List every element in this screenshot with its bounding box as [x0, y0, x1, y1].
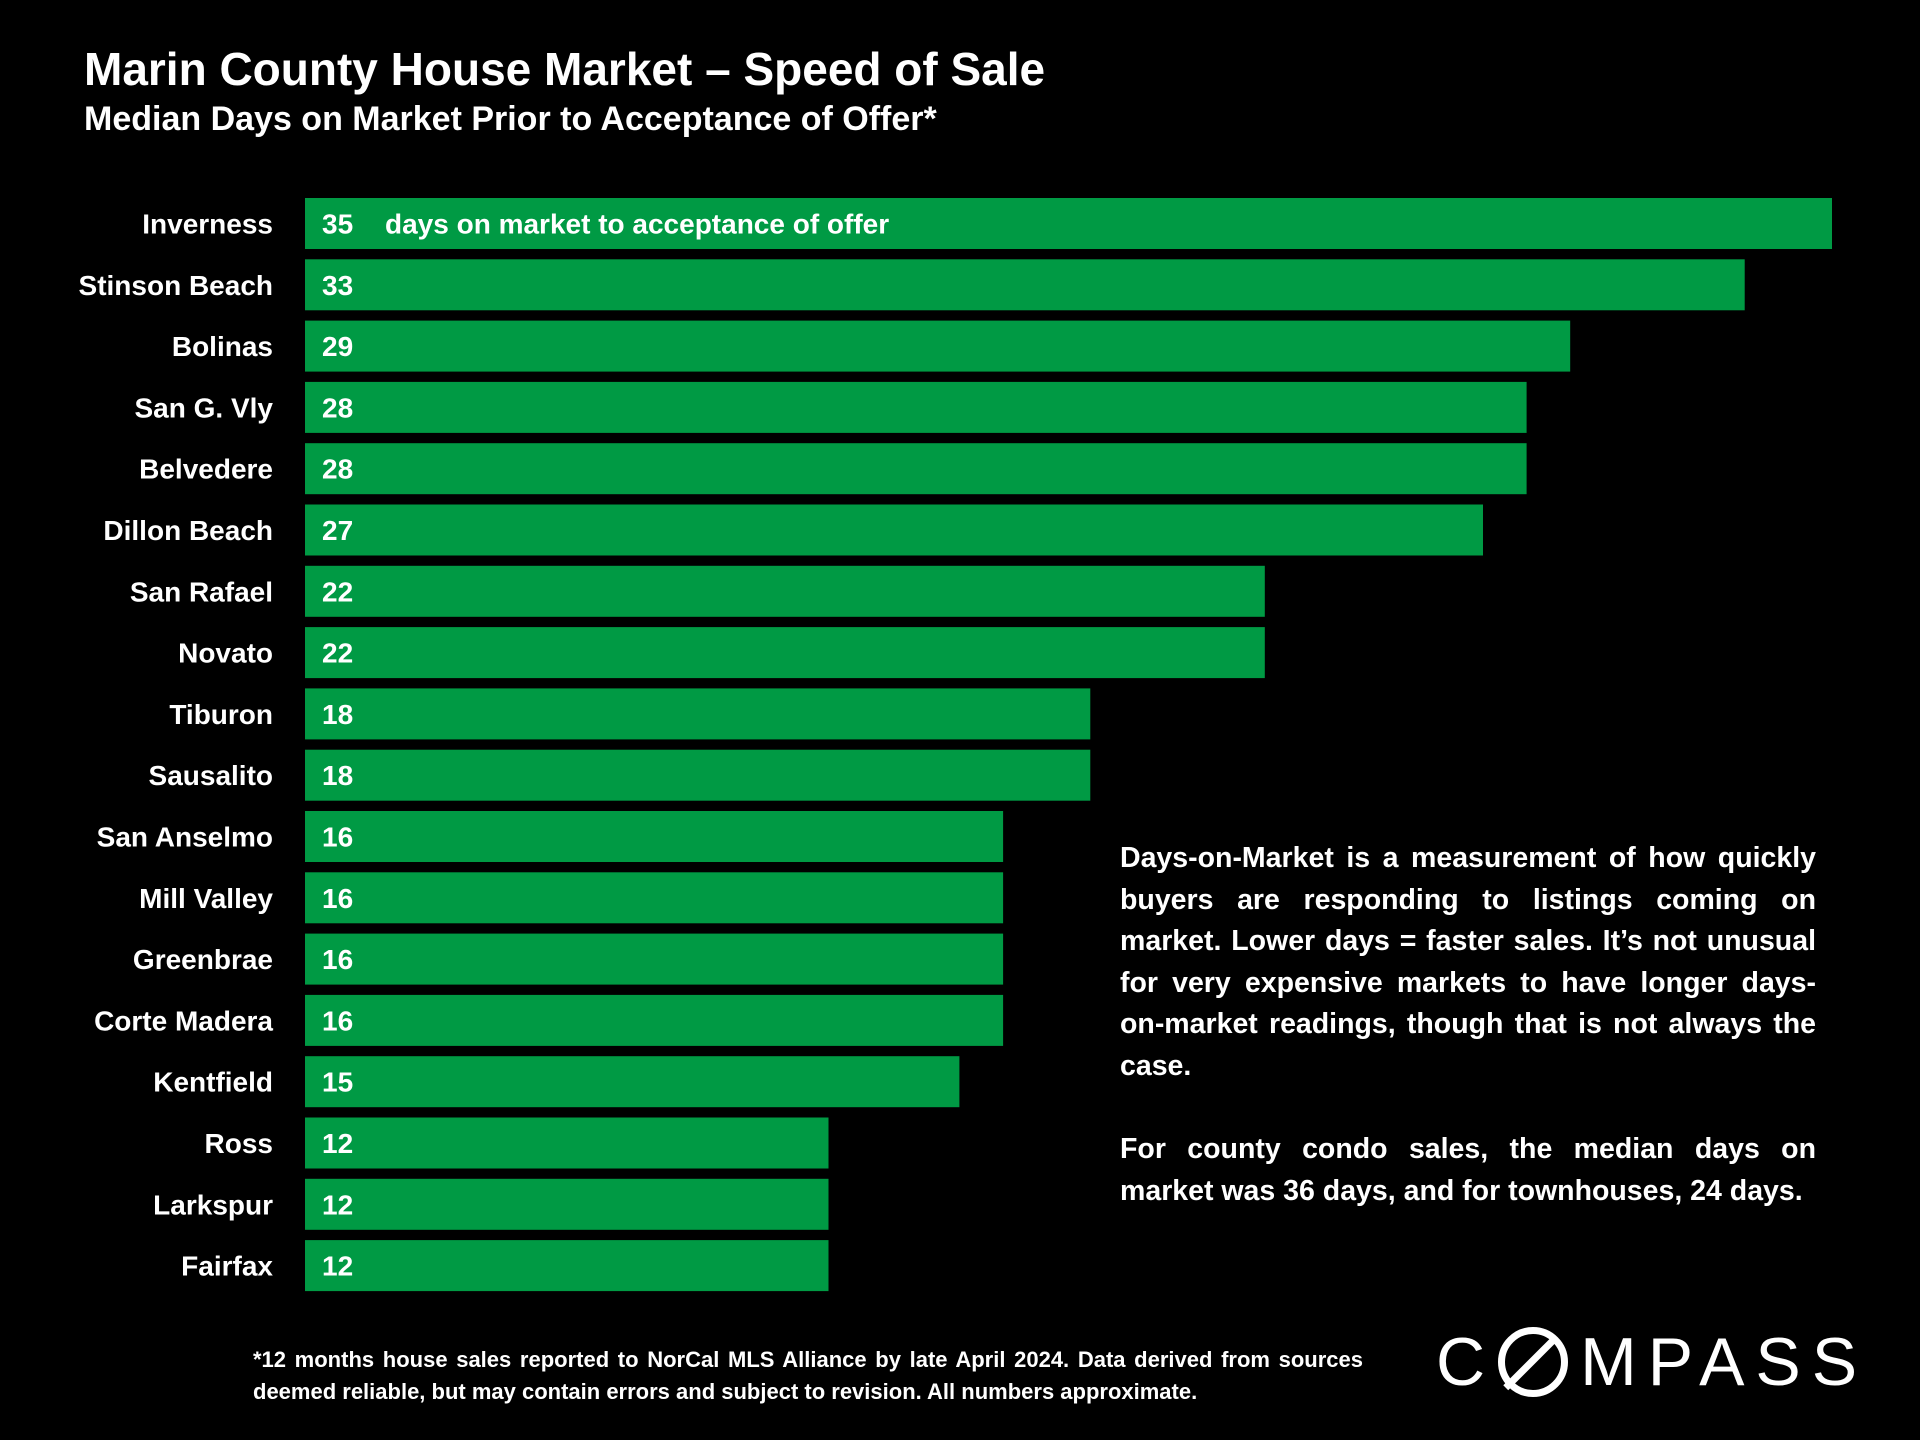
bar-san-anselmo [305, 811, 1004, 862]
bar-tiburon [305, 688, 1091, 740]
bar-dillon-beach [305, 504, 1483, 556]
note-paragraph-2: For county condo sales, the median days … [1120, 1133, 1816, 1207]
category-label-kentfield: Kentfield [153, 1067, 273, 1098]
bar-greenbrae [305, 933, 1004, 985]
bar-sausalito [305, 749, 1091, 801]
value-label-tiburon: 18 [322, 699, 353, 730]
bar-inverness [305, 198, 1832, 249]
category-label-belvedere: Belvedere [139, 454, 273, 485]
explanatory-note: Days-on-Market is a measurement of how q… [1120, 838, 1816, 1254]
logo-o-mark [1498, 1327, 1569, 1397]
value-label-mill-valley: 16 [322, 883, 353, 914]
value-label-novato: 22 [322, 638, 353, 669]
value-label-corte-madera: 16 [322, 1005, 353, 1036]
value-label-san-anselmo: 16 [322, 822, 353, 853]
category-label-san-rafael: San Rafael [130, 576, 273, 607]
chart-title: Marin County House Market – Speed of Sal… [84, 43, 1046, 95]
logo-text-end: MPASS [1580, 1324, 1869, 1400]
bar-chart: Inverness 35 days on market to acceptance … [79, 198, 1832, 1292]
note-paragraph-1: Days-on-Market is a measurement of how q… [1120, 842, 1816, 1082]
value-label-bolinas: 29 [322, 331, 353, 362]
logo-text-start: C [1436, 1324, 1497, 1400]
category-label-bolinas: Bolinas [172, 331, 273, 362]
bar-mill-valley [305, 872, 1004, 924]
bar-larkspur [305, 1178, 829, 1230]
value-label-kentfield: 15 [322, 1067, 353, 1098]
value-label-belvedere: 28 [322, 454, 353, 485]
bar-fairfax [305, 1240, 829, 1292]
category-label-dillon-beach: Dillon Beach [103, 515, 273, 546]
category-label-tiburon: Tiburon [169, 699, 273, 730]
value-label-greenbrae: 16 [322, 944, 353, 975]
bar-bolinas [305, 320, 1571, 372]
category-label-greenbrae: Greenbrae [133, 944, 273, 975]
footnote: *12 months house sales reported to NorCa… [253, 1347, 1363, 1404]
chart-subtitle: Median Days on Market Prior to Acceptanc… [84, 100, 937, 138]
bar-corte-madera [305, 994, 1004, 1046]
bar-novato [305, 627, 1265, 679]
bar-ross [305, 1117, 829, 1169]
value-label-san-g-vly: 28 [322, 392, 353, 423]
bar-san-rafael [305, 565, 1265, 617]
value-annotation: days on market to acceptance of offer [385, 209, 889, 240]
category-label-mill-valley: Mill Valley [139, 883, 273, 914]
value-label-fairfax: 12 [322, 1251, 353, 1282]
category-label-sausalito: Sausalito [149, 760, 273, 791]
value-label-san-rafael: 22 [322, 576, 353, 607]
compass-logo: C MPASS [1436, 1322, 1868, 1402]
value-label-ross: 12 [322, 1128, 353, 1159]
category-label-larkspur: Larkspur [153, 1189, 273, 1220]
category-label-corte-madera: Corte Madera [94, 1005, 273, 1036]
bar-san-g-vly [305, 381, 1527, 433]
category-label-inverness: Inverness [142, 209, 273, 240]
bar-stinson-beach [305, 259, 1745, 311]
category-label-san-g-vly: San G. Vly [135, 392, 274, 423]
value-label-inverness: 35 [322, 209, 353, 240]
category-label-san-anselmo: San Anselmo [97, 822, 273, 853]
category-label-novato: Novato [178, 638, 273, 669]
value-label-sausalito: 18 [322, 760, 353, 791]
bar-kentfield [305, 1056, 960, 1108]
category-label-ross: Ross [205, 1128, 273, 1159]
bar-belvedere [305, 443, 1527, 495]
value-label-larkspur: 12 [322, 1189, 353, 1220]
category-label-stinson-beach: Stinson Beach [79, 270, 273, 301]
value-label-stinson-beach: 33 [322, 270, 353, 301]
category-label-fairfax: Fairfax [181, 1251, 273, 1282]
value-label-dillon-beach: 27 [322, 515, 353, 546]
